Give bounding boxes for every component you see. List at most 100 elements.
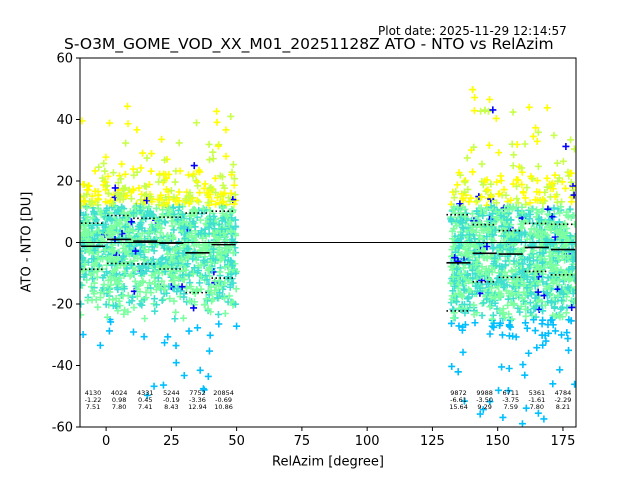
scatter-point: [80, 201, 85, 209]
bin-count-label: 6711: [502, 389, 519, 397]
bin-std-label: 8.43: [164, 403, 178, 411]
scatter-point: [214, 294, 222, 302]
scatter-point: [479, 406, 487, 414]
scatter-point: [554, 292, 562, 300]
scatter-point: [95, 163, 103, 171]
scatter-point: [194, 182, 202, 190]
scatter-point: [492, 114, 500, 122]
scatter-point: [518, 231, 526, 239]
scatter-point: [80, 300, 85, 308]
scatter-point: [109, 224, 117, 232]
scatter-point: [180, 290, 188, 298]
scatter-point: [212, 200, 220, 208]
scatter-point: [490, 244, 498, 252]
scatter-point: [495, 293, 503, 301]
scatter-point: [107, 281, 115, 289]
scatter-point: [484, 225, 492, 233]
scatter-point: [460, 285, 468, 293]
scatter-point: [566, 205, 574, 213]
scatter-point: [492, 199, 500, 207]
bin-count-label: 20854: [213, 389, 234, 397]
scatter-point: [170, 297, 178, 305]
scatter-point: [499, 413, 507, 421]
scatter-point: [125, 242, 133, 250]
scatter-point: [228, 214, 236, 222]
scatter-point: [111, 266, 119, 274]
scatter-point: [122, 216, 130, 224]
scatter-point: [161, 156, 169, 164]
scatter-point: [128, 219, 136, 227]
scatter-point: [493, 206, 501, 214]
plot-date: Plot date: 2025-11-29 12:14:57: [378, 24, 567, 38]
scatter-point: [98, 235, 106, 243]
scatter-point: [449, 305, 457, 313]
scatter-point: [152, 204, 160, 212]
scatter-point: [90, 279, 98, 287]
scatter-point: [136, 207, 144, 215]
scatter-point: [157, 260, 165, 268]
scatter-point: [119, 252, 127, 260]
scatter-point: [205, 265, 213, 273]
bin-mean-label: -2.29: [555, 396, 572, 404]
scatter-point: [161, 219, 169, 227]
scatter-point: [519, 266, 527, 274]
scatter-point: [192, 119, 200, 127]
scatter-point: [447, 263, 455, 271]
scatter-point: [179, 249, 187, 257]
scatter-point: [470, 301, 478, 309]
scatter-point: [463, 271, 471, 279]
scatter-point: [81, 198, 89, 206]
scatter-point: [229, 249, 237, 257]
scatter-point: [519, 189, 527, 197]
scatter-point: [531, 294, 539, 302]
scatter-point: [539, 341, 547, 349]
scatter-point: [465, 277, 473, 285]
scatter-point: [232, 223, 240, 231]
scatter-point: [564, 251, 572, 259]
scatter-point: [206, 156, 214, 164]
y-tick-label: 60: [56, 52, 73, 67]
scatter-point: [564, 335, 572, 343]
scatter-point: [195, 250, 203, 258]
scatter-point: [216, 289, 224, 297]
scatter-point: [543, 104, 551, 112]
scatter-point: [221, 294, 229, 302]
scatter-point: [108, 245, 116, 253]
scatter-point: [468, 290, 476, 298]
scatter-point: [151, 307, 159, 315]
scatter-point: [487, 216, 495, 224]
scatter-point: [206, 331, 214, 339]
scatter-point: [453, 265, 461, 273]
scatter-point: [172, 359, 180, 367]
bin-count-label: 9872: [450, 389, 467, 397]
x-tick-label: 175: [551, 434, 576, 449]
scatter-point: [136, 300, 144, 308]
scatter-point: [449, 287, 457, 295]
scatter-point: [227, 270, 235, 278]
scatter-point: [196, 189, 204, 197]
scatter-point: [205, 347, 213, 355]
scatter-point: [131, 203, 139, 211]
scatter-point: [83, 213, 91, 221]
scatter-point: [465, 293, 473, 301]
scatter-point: [209, 155, 217, 163]
scatter-point: [116, 172, 124, 180]
scatter-point: [174, 259, 182, 267]
scatter-point: [530, 316, 538, 324]
scatter-point: [215, 320, 223, 328]
scatter-point: [489, 311, 497, 319]
scatter-point: [486, 330, 494, 338]
scatter-point: [140, 333, 148, 341]
scatter-point: [534, 265, 542, 273]
scatter-point: [199, 205, 207, 213]
scatter-point: [151, 215, 159, 223]
y-tick-label: 20: [56, 175, 73, 190]
scatter-point: [169, 256, 177, 264]
scatter-point: [489, 210, 497, 218]
scatter-point: [119, 195, 127, 203]
scatter-point: [99, 174, 107, 182]
scatter-point: [104, 172, 112, 180]
scatter-point: [454, 368, 462, 376]
scatter-point: [233, 322, 241, 330]
scatter-point: [539, 316, 547, 324]
